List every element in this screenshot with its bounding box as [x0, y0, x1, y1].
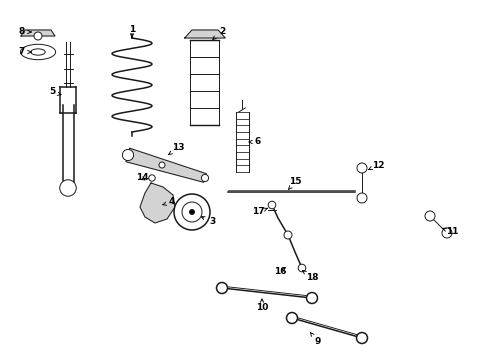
Circle shape [357, 163, 367, 173]
Circle shape [287, 312, 297, 324]
Text: 7: 7 [19, 48, 31, 57]
Text: 9: 9 [310, 332, 321, 346]
Ellipse shape [31, 49, 45, 55]
Polygon shape [60, 87, 76, 113]
Circle shape [60, 180, 76, 196]
Circle shape [357, 193, 367, 203]
Circle shape [217, 283, 227, 293]
Ellipse shape [21, 44, 55, 60]
Text: 11: 11 [443, 228, 458, 237]
Text: 1: 1 [129, 26, 135, 37]
Text: 13: 13 [169, 144, 184, 154]
Polygon shape [140, 183, 175, 223]
Circle shape [149, 175, 155, 181]
Circle shape [357, 333, 368, 343]
Circle shape [34, 32, 42, 40]
Circle shape [122, 149, 134, 161]
Circle shape [182, 202, 202, 222]
Text: 5: 5 [49, 87, 61, 96]
Circle shape [268, 201, 276, 209]
Circle shape [201, 174, 209, 181]
Text: 4: 4 [163, 198, 175, 207]
Text: 17: 17 [252, 207, 268, 216]
Text: 16: 16 [274, 267, 286, 276]
Text: 3: 3 [201, 217, 215, 226]
Circle shape [159, 162, 165, 168]
Circle shape [284, 231, 292, 239]
Polygon shape [185, 30, 225, 38]
Text: 6: 6 [249, 138, 261, 147]
Circle shape [425, 211, 435, 221]
Text: 10: 10 [256, 299, 268, 312]
Circle shape [307, 292, 318, 303]
Circle shape [298, 264, 306, 272]
Circle shape [190, 210, 195, 215]
Text: 12: 12 [368, 161, 384, 170]
Text: 14: 14 [136, 174, 148, 183]
Polygon shape [21, 30, 55, 36]
Text: 8: 8 [19, 27, 31, 36]
Polygon shape [126, 148, 206, 182]
Circle shape [442, 228, 452, 238]
Circle shape [174, 194, 210, 230]
Text: 2: 2 [213, 27, 225, 39]
Text: 15: 15 [289, 177, 301, 189]
Text: 18: 18 [303, 270, 318, 283]
